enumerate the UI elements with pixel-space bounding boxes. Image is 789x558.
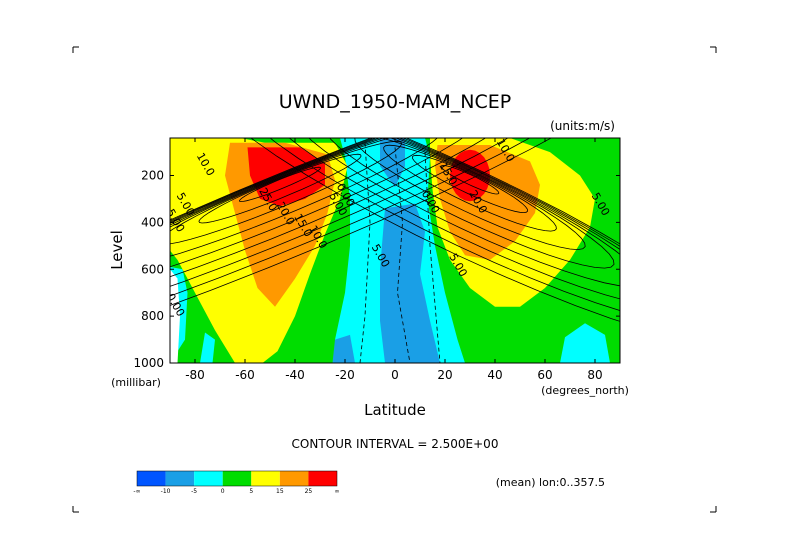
colorbar-label: 5	[249, 488, 253, 495]
x-tick-label: -60	[235, 368, 255, 382]
colorbar-swatch	[137, 471, 166, 486]
contour-line	[354, 138, 586, 251]
field-band	[380, 138, 405, 188]
x-axis-title: Latitude	[364, 401, 426, 419]
x-tick-label: 80	[587, 368, 602, 382]
y-tick-label: 200	[141, 169, 164, 183]
corner-mark-bottom-left	[72, 506, 79, 513]
mean-label: (mean) lon:0..357.5	[496, 476, 605, 489]
colorbar-swatch	[222, 471, 252, 486]
contour-line-dashed	[359, 142, 371, 363]
colorbar-label: 15	[276, 488, 284, 495]
x-tick-label: -80	[185, 368, 205, 382]
units-label: (units:m/s)	[550, 119, 615, 133]
colorbar-label: ∞	[335, 488, 340, 495]
field-band	[170, 269, 180, 363]
contour-line	[170, 140, 403, 245]
contour-line	[170, 138, 509, 287]
y-tick-label: 800	[141, 309, 164, 323]
contour-line	[170, 138, 531, 297]
y-tick-label: 400	[141, 215, 164, 229]
field-band	[332, 334, 355, 363]
contour-line	[411, 154, 529, 214]
colorbar-label: -10	[161, 488, 171, 495]
contour-line	[170, 138, 552, 306]
contour-line-dashed	[424, 152, 441, 363]
corner-mark-top-right	[710, 46, 717, 53]
y-tick-label: 1000	[133, 356, 164, 370]
colorbar-swatch	[308, 471, 337, 486]
contour-lines	[170, 138, 620, 363]
x-axis: -80 -60 -40 -20 0 20 40 60 80	[185, 138, 603, 382]
contour-line	[170, 138, 464, 268]
colorbar: -∞ -10 -5 0 5 15 25 ∞	[133, 470, 340, 495]
contour-line	[288, 138, 620, 300]
y-tick-label: 600	[141, 262, 164, 276]
colorbar-label: -5	[191, 488, 197, 495]
corner-mark-top-left	[72, 46, 79, 53]
x-tick-label: -20	[335, 368, 355, 382]
colorbar-label: 25	[305, 488, 313, 495]
chart-title: UWND_1950-MAM_NCEP	[279, 91, 511, 113]
field-band	[200, 332, 215, 363]
colorbar-label: 0	[221, 488, 225, 495]
x-tick-label: 20	[437, 368, 452, 382]
contour-line	[308, 138, 620, 287]
colorbar-label: -∞	[133, 488, 140, 495]
x-tick-label: 40	[487, 368, 502, 382]
corner-marks	[72, 46, 717, 513]
contour-line	[170, 138, 487, 278]
contour-line	[250, 138, 620, 322]
colorbar-frame	[136, 470, 338, 487]
contour-line-dashed	[394, 147, 411, 363]
x-tick-label: -40	[285, 368, 305, 382]
x-tick-label: 0	[391, 368, 399, 382]
y-axis-title: Level	[108, 230, 126, 270]
plot-area: 10.05.005.0025.020.015.010.05.000.005.00…	[133, 137, 621, 382]
corner-mark-bottom-right	[710, 506, 717, 513]
colorbar-swatch	[165, 471, 195, 486]
y-unit-label: (millibar)	[111, 376, 161, 389]
colorbar-swatch	[194, 471, 223, 486]
contour-interval-label: CONTOUR INTERVAL = 2.500E+00	[292, 437, 499, 451]
y-axis: 200 400 600 800 1000	[133, 169, 620, 370]
contour-line	[238, 166, 322, 203]
colorbar-swatch	[279, 471, 309, 486]
contour-line	[198, 153, 362, 224]
field-band	[380, 203, 440, 363]
field-band	[560, 323, 610, 363]
contour-line	[440, 164, 500, 195]
colorbar-swatch	[251, 471, 280, 486]
contour-line	[383, 144, 557, 232]
contour-line	[329, 138, 615, 269]
contour-line	[269, 138, 620, 311]
x-unit-label: (degrees_north)	[541, 384, 629, 397]
x-tick-label: 60	[537, 368, 552, 382]
